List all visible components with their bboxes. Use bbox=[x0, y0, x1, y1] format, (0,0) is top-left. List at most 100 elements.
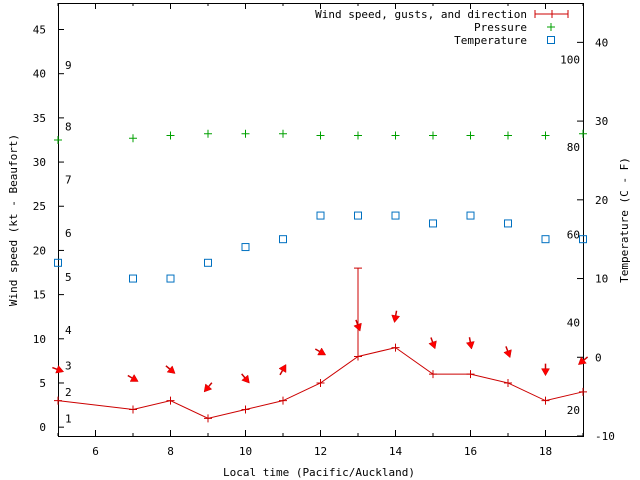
wind-speed-point bbox=[391, 343, 400, 352]
wind-direction-arrow bbox=[278, 364, 287, 376]
fahrenheit-label: 40 bbox=[567, 317, 580, 330]
y-right-tick-label: 0 bbox=[595, 351, 602, 364]
y-left-tick-label: 5 bbox=[39, 377, 46, 390]
x-tick-label: 8 bbox=[167, 445, 174, 458]
x-tick-label: 12 bbox=[314, 445, 327, 458]
temperature-point bbox=[279, 235, 287, 244]
pressure-point bbox=[504, 131, 512, 140]
x-axis-title: Local time (Pacific/Auckland) bbox=[223, 466, 415, 479]
y-left-tick-label: 40 bbox=[33, 68, 46, 81]
x-tick-label: 18 bbox=[539, 445, 552, 458]
wind-arrow-head bbox=[55, 365, 65, 374]
wind-speed-point bbox=[54, 396, 62, 405]
temperature-point bbox=[129, 274, 137, 283]
pressure-point bbox=[579, 129, 587, 138]
wind-arrow-head bbox=[391, 314, 401, 324]
wind-arrow-shaft bbox=[468, 337, 472, 343]
temperature-point bbox=[579, 235, 587, 244]
legend-label: Pressure bbox=[474, 21, 527, 34]
beaufort-label: 6 bbox=[65, 227, 72, 240]
wind-arrow-shaft bbox=[394, 310, 398, 316]
wind-arrow-shaft bbox=[430, 337, 434, 343]
pressure-point bbox=[354, 131, 362, 140]
pressure-point bbox=[241, 129, 250, 138]
wind-arrow-head bbox=[129, 374, 139, 382]
temperature-point bbox=[391, 211, 400, 220]
x-tick-label: 6 bbox=[92, 445, 99, 458]
wind-arrow-head bbox=[203, 383, 213, 393]
y-left-tick-label: 20 bbox=[33, 244, 46, 257]
wind-arrow-head bbox=[541, 368, 550, 377]
pressure-point bbox=[541, 131, 550, 140]
pressure-point bbox=[391, 131, 400, 140]
legend-symbol-wind bbox=[548, 10, 556, 18]
fahrenheit-label: 100 bbox=[560, 54, 580, 67]
series-layer bbox=[52, 129, 589, 423]
y-left-tick-label: 15 bbox=[33, 289, 46, 302]
wind-arrow-head bbox=[241, 374, 250, 384]
wind-speed-point bbox=[504, 378, 512, 387]
wind-arrow-head bbox=[503, 349, 512, 359]
wind-direction-arrow bbox=[391, 310, 401, 324]
wind-arrow-shaft bbox=[314, 348, 321, 353]
wind-arrow-shaft bbox=[505, 346, 509, 352]
temperature-point bbox=[204, 258, 212, 267]
wind-arrow-shaft bbox=[583, 356, 589, 361]
beaufort-label: 2 bbox=[65, 386, 72, 399]
y-right-tick-label: 40 bbox=[595, 36, 608, 49]
pressure-point bbox=[129, 134, 137, 143]
wind-arrow-shaft bbox=[279, 370, 284, 376]
wind-direction-arrow bbox=[541, 363, 550, 377]
y-right-tick-label: 20 bbox=[595, 194, 608, 207]
wind-direction-arrow bbox=[241, 373, 250, 384]
y-left-tick-label: 30 bbox=[33, 156, 46, 169]
wind-direction-arrow bbox=[503, 346, 512, 359]
wind-direction-arrow bbox=[203, 382, 213, 393]
wind-speed-line bbox=[57, 347, 584, 419]
axis-tick-labels: 6 8 10 12 14 16 18051015202530354045-100102030… bbox=[33, 24, 615, 458]
wind-direction-arrow bbox=[314, 347, 327, 356]
wind-speed-point bbox=[204, 414, 212, 423]
wind-speed-point bbox=[316, 378, 325, 387]
y-axis-left-title: Wind speed (kt - Beaufort) bbox=[7, 134, 20, 306]
wind-arrow-shaft bbox=[52, 366, 58, 371]
temperature-point bbox=[354, 211, 362, 220]
y-left-tick-label: 10 bbox=[33, 333, 46, 346]
fahrenheit-label: 80 bbox=[567, 141, 580, 154]
x-tick-label: 14 bbox=[389, 445, 403, 458]
pressure-point bbox=[54, 135, 62, 144]
wind-speed-point bbox=[166, 396, 175, 405]
y-left-tick-label: 45 bbox=[33, 24, 46, 37]
pressure-point bbox=[316, 131, 325, 140]
y-right-tick-label: -10 bbox=[595, 430, 615, 443]
legend-label: Wind speed, gusts, and direction bbox=[315, 8, 527, 21]
pressure-point bbox=[279, 129, 287, 138]
scale-labels: 1 2 3 4 5 6 7 8 9 20 40 60 80 100 bbox=[65, 54, 580, 426]
fahrenheit-label: 20 bbox=[567, 404, 580, 417]
wind-direction-arrow bbox=[578, 356, 589, 365]
wind-arrow-head bbox=[278, 364, 287, 373]
x-tick-label: 16 bbox=[464, 445, 477, 458]
wind-arrow-head bbox=[317, 347, 327, 356]
wind-arrow-shaft bbox=[355, 319, 359, 325]
wind-direction-arrow bbox=[428, 337, 437, 350]
y-axis-right-title: Temperature (C - F) bbox=[618, 157, 631, 283]
temperature-point bbox=[429, 219, 437, 228]
wind-direction-arrow bbox=[52, 365, 65, 374]
legend: Wind speed, gusts, and directionPressure… bbox=[315, 8, 569, 47]
y-left-tick-label: 0 bbox=[39, 421, 46, 434]
y-right-tick-label: 10 bbox=[595, 273, 608, 286]
wind-speed-point bbox=[129, 405, 137, 414]
beaufort-label: 3 bbox=[65, 359, 72, 372]
temperature-point bbox=[316, 211, 325, 220]
legend-symbol-temperature bbox=[547, 36, 555, 44]
beaufort-label: 5 bbox=[65, 271, 72, 284]
wind-arrow-head bbox=[166, 365, 176, 374]
wind-speed-point bbox=[429, 370, 437, 379]
wind-speed-point bbox=[241, 405, 250, 414]
temperature-point bbox=[504, 219, 512, 228]
wind-speed-point bbox=[279, 396, 287, 405]
wind-arrow-shaft bbox=[208, 382, 213, 388]
wind-direction-arrow bbox=[127, 374, 139, 382]
